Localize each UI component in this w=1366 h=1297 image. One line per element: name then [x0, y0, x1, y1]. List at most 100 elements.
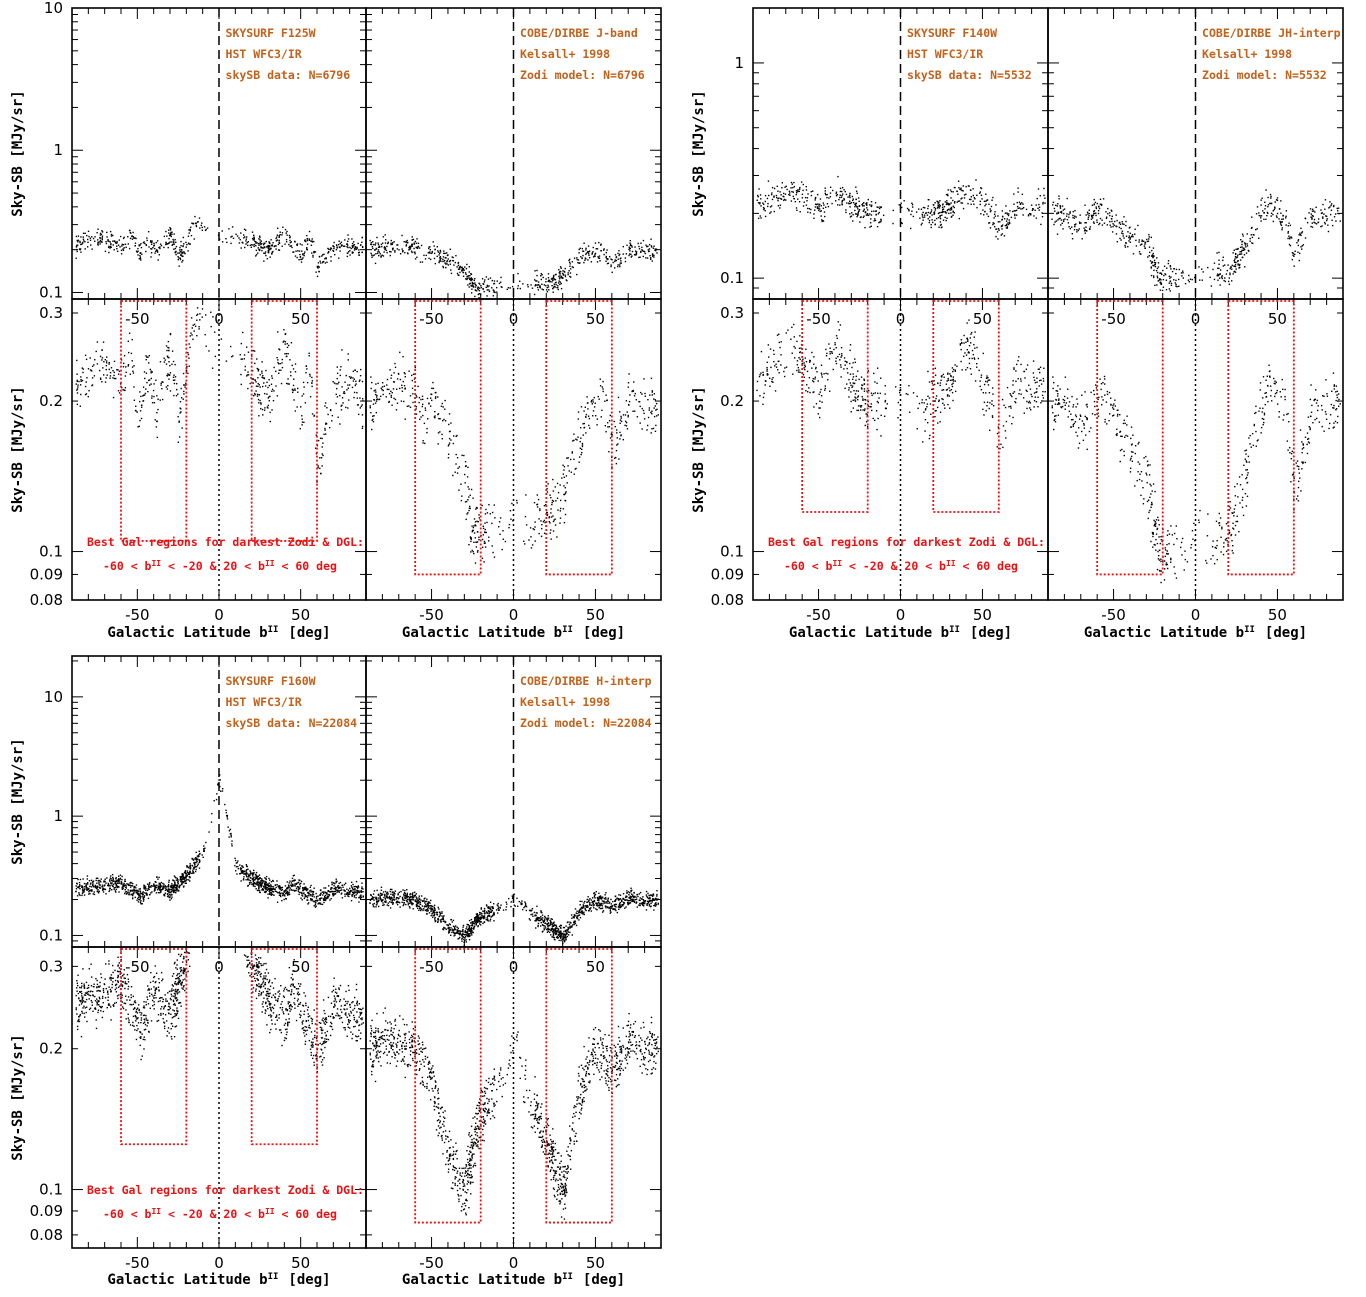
data-point [91, 248, 93, 250]
data-point [276, 227, 279, 229]
data-point [798, 356, 800, 359]
data-point [283, 329, 285, 331]
data-point [1123, 223, 1125, 226]
data-point [322, 442, 324, 444]
data-point [396, 402, 399, 404]
data-point [596, 418, 598, 420]
data-point [578, 461, 580, 463]
data-point [101, 237, 104, 239]
data-point [409, 406, 412, 408]
best-regions-note: Best Gal regions for darkest Zodi & DGL: [87, 535, 364, 549]
data-point [1213, 262, 1216, 264]
data-point [346, 252, 349, 254]
data-point [250, 246, 253, 248]
data-point [651, 391, 653, 393]
y-axis-label: Sky-SB [MJy/sr] [691, 90, 707, 216]
data-point [872, 417, 874, 420]
data-point [104, 250, 107, 253]
y-axis-label: Sky-SB [MJy/sr] [691, 386, 707, 512]
data-point [317, 262, 320, 264]
data-point [140, 406, 143, 408]
data-point [983, 214, 985, 216]
data-point [841, 354, 843, 357]
data-point [1239, 263, 1241, 266]
data-point [884, 401, 886, 403]
data-point [254, 362, 256, 365]
data-point [966, 366, 969, 369]
data-point [584, 259, 586, 261]
data-point [861, 205, 864, 207]
data-point [424, 409, 427, 411]
data-point [116, 245, 118, 247]
data-point [425, 254, 427, 257]
data-point [413, 242, 415, 244]
data-point [1015, 380, 1017, 383]
data-point [608, 255, 611, 258]
data-point [1282, 388, 1284, 391]
data-point [861, 384, 863, 386]
data-point [548, 516, 550, 519]
data-point [87, 238, 89, 241]
data-point [945, 193, 948, 196]
data-point [308, 355, 310, 357]
data-point [910, 213, 912, 216]
data-point [384, 248, 386, 251]
data-point [962, 355, 965, 358]
data-point [552, 500, 555, 502]
data-point [314, 251, 317, 253]
data-point [77, 386, 79, 388]
data-point [771, 198, 774, 201]
data-point [1038, 371, 1041, 374]
data-point [255, 381, 257, 383]
data-point [1031, 209, 1034, 212]
data-point [127, 236, 129, 238]
data-point [377, 382, 379, 385]
data-point [1097, 212, 1100, 215]
data-point [327, 413, 329, 416]
data-point [856, 398, 859, 401]
data-point [946, 217, 948, 219]
data-point [174, 363, 176, 366]
data-point [113, 377, 116, 380]
data-point [168, 378, 170, 380]
data-point [198, 328, 200, 330]
data-point [858, 208, 861, 211]
data-point [1000, 234, 1002, 236]
data-point [908, 411, 911, 413]
data-point [783, 198, 786, 201]
data-point [1143, 245, 1146, 247]
data-point [628, 373, 630, 375]
data-point [547, 277, 550, 279]
data-point [858, 200, 860, 203]
data-point [458, 489, 460, 491]
data-point [480, 534, 482, 537]
data-point [956, 201, 958, 203]
data-point [129, 237, 132, 240]
data-point [968, 362, 971, 365]
data-point [375, 253, 377, 255]
data-point [1073, 228, 1076, 231]
data-point [1083, 230, 1086, 232]
data-point [1006, 386, 1009, 389]
data-point [597, 395, 599, 398]
data-point [1207, 266, 1209, 269]
data-point [168, 237, 170, 240]
data-point [931, 214, 933, 216]
x-axis-label: Galactic Latitude bII [deg] [1084, 625, 1307, 641]
data-point [542, 521, 545, 523]
data-point [1062, 228, 1064, 230]
data-point [1284, 217, 1287, 219]
data-point [80, 376, 82, 378]
data-point [258, 248, 261, 251]
data-point [591, 253, 593, 255]
data-point [599, 378, 601, 380]
data-point [444, 420, 447, 422]
data-point [501, 548, 503, 551]
data-point [1259, 215, 1262, 217]
x-axis-label-text: Galactic Latitude b [1084, 625, 1244, 641]
data-point [102, 341, 105, 343]
data-point [791, 183, 793, 185]
data-point [281, 234, 283, 236]
data-point [582, 434, 584, 436]
data-point [76, 373, 78, 375]
